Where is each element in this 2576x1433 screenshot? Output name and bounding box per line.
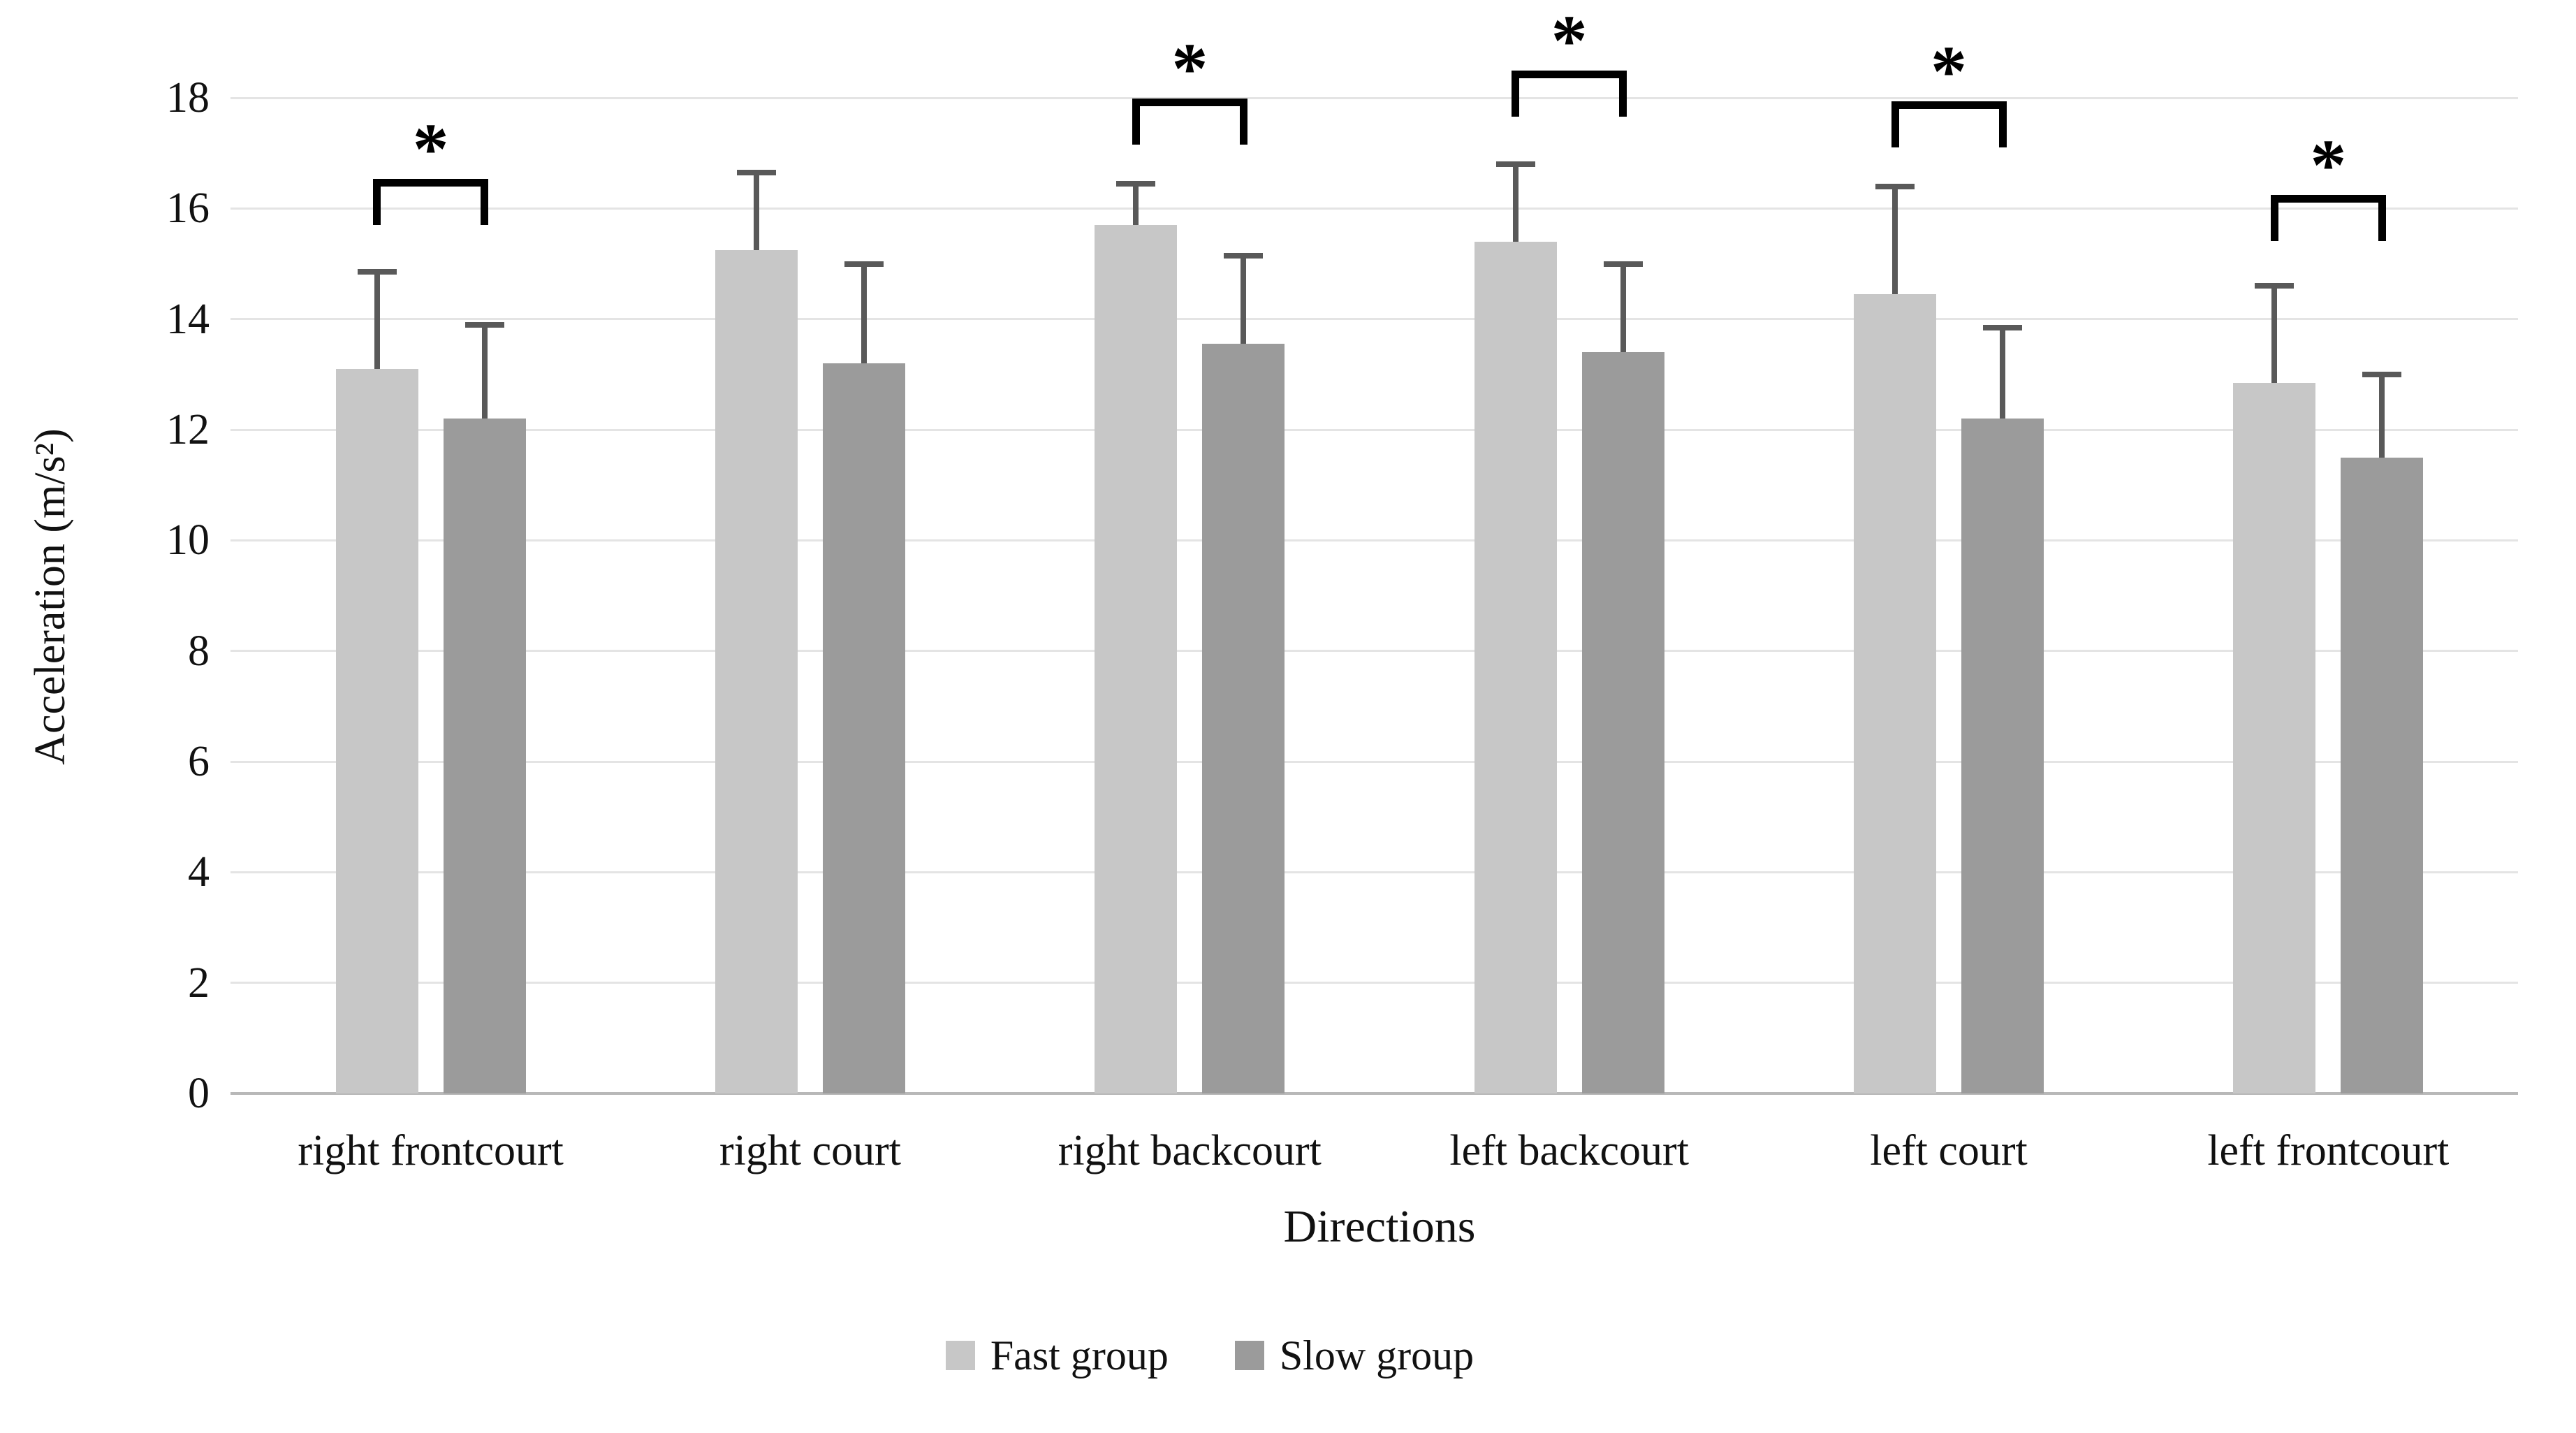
error-bar (2000, 327, 2005, 419)
fast-group-bar (1854, 294, 1936, 1093)
significance-asterisk: * (2310, 125, 2347, 206)
error-bar-cap (464, 321, 504, 328)
error-bar (1241, 255, 1247, 344)
slow-group-bar (2341, 457, 2424, 1093)
error-bar-cap (1116, 180, 1156, 187)
error-bar-cap (2255, 283, 2295, 289)
legend: Fast group Slow group (0, 1333, 2498, 1378)
error-bar-cap (357, 269, 397, 275)
x-category-label: left backcourt (1449, 1127, 1689, 1174)
significance-bracket-leg (373, 186, 381, 225)
y-tick-label: 12 (166, 406, 210, 453)
error-bar (1133, 183, 1139, 226)
significance-bracket-leg (1132, 106, 1140, 145)
x-category-label: right frontcourt (298, 1127, 564, 1174)
significance-bracket-leg (1891, 108, 1899, 147)
fast-group-bar (335, 368, 418, 1093)
error-bar-cap (1983, 324, 2022, 330)
y-axis-title: Acceleration (m/s²) (27, 428, 74, 765)
gridline-y-4 (230, 871, 2518, 873)
error-bar (1892, 186, 1898, 295)
error-bar (2271, 286, 2278, 383)
legend-label: Slow group (1279, 1332, 1474, 1379)
y-tick-label: 0 (188, 1070, 210, 1117)
significance-asterisk: * (1171, 28, 1208, 109)
error-bar-cap (1603, 261, 1643, 267)
significance-bracket-leg (1619, 78, 1627, 117)
slow-group-bar (1202, 344, 1285, 1093)
error-bar-cap (737, 169, 776, 175)
error-bar (1512, 164, 1518, 242)
y-tick-label: 2 (188, 959, 210, 1007)
x-axis-title: Directions (1283, 1201, 1476, 1252)
error-bar-cap (2362, 371, 2402, 377)
error-bar (861, 263, 867, 363)
slow-group-bar (823, 363, 905, 1093)
error-bar-cap (1224, 252, 1264, 259)
legend-swatch-icon (1234, 1341, 1264, 1370)
gridline-y-8 (230, 650, 2518, 653)
y-tick-label: 16 (166, 184, 210, 233)
gridline-y-6 (230, 760, 2518, 763)
gridline-y-12 (230, 428, 2518, 431)
significance-asterisk: * (1931, 31, 1967, 112)
legend-swatch-icon (945, 1341, 975, 1370)
slow-group-bar (1961, 419, 2044, 1093)
y-tick-label: 6 (188, 738, 210, 785)
significance-bracket (1891, 101, 2007, 109)
y-tick-label: 4 (188, 848, 210, 896)
error-bar (1620, 263, 1626, 353)
x-category-label: left frontcourt (2207, 1127, 2450, 1174)
significance-bracket-leg (2270, 203, 2278, 242)
legend-item: Slow group (1234, 1332, 1474, 1379)
fast-group-bar (1474, 241, 1557, 1093)
significance-bracket-leg (1239, 106, 1247, 145)
gridline-y-14 (230, 318, 2518, 321)
significance-bracket-leg (1998, 108, 2007, 147)
y-tick-label: 10 (166, 516, 210, 565)
gridline-y-16 (230, 207, 2518, 210)
slow-group-bar (443, 419, 526, 1093)
error-bar (374, 272, 380, 369)
y-tick-label: 8 (188, 627, 210, 675)
y-tick-label: 14 (166, 295, 210, 343)
fast-group-bar (1095, 225, 1178, 1093)
x-category-label: left court (1870, 1127, 2028, 1174)
significance-bracket (373, 178, 489, 187)
y-tick-label: 18 (166, 74, 210, 122)
significance-asterisk: * (1551, 1, 1588, 82)
fast-group-bar (2233, 382, 2316, 1093)
error-bar-cap (844, 261, 884, 267)
significance-bracket (1132, 98, 1247, 106)
slow-group-bar (1581, 352, 1664, 1093)
fast-group-bar (715, 249, 798, 1093)
error-bar (754, 172, 759, 250)
significance-bracket (2270, 195, 2386, 203)
significance-asterisk: * (412, 108, 449, 189)
error-bar (481, 324, 488, 419)
error-bar-cap (1875, 183, 1915, 189)
error-bar-cap (1495, 161, 1535, 167)
significance-bracket-leg (2378, 203, 2386, 242)
significance-bracket-leg (481, 186, 489, 225)
significance-bracket-leg (1512, 78, 1520, 117)
x-category-label: right backcourt (1058, 1127, 1322, 1174)
error-bar (2379, 374, 2385, 458)
gridline-y-2 (230, 982, 2518, 984)
x-axis-line (230, 1092, 2518, 1095)
x-category-label: right court (719, 1127, 901, 1174)
legend-item: Fast group (945, 1332, 1169, 1379)
gridline-y-18 (230, 96, 2518, 99)
gridline-y-10 (230, 539, 2518, 541)
legend-label: Fast group (990, 1332, 1169, 1379)
significance-bracket (1512, 71, 1627, 79)
